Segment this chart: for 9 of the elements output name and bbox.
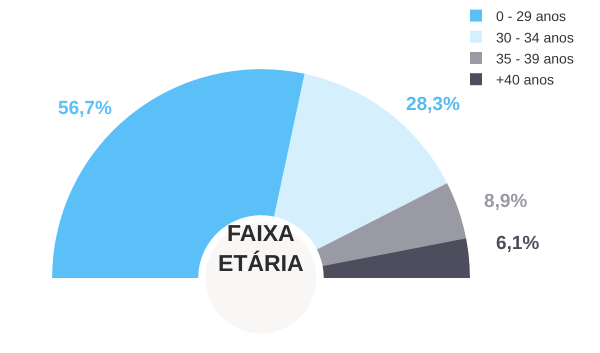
data-label: 8,9% — [484, 191, 528, 212]
legend-label: 30 - 34 anos — [496, 29, 574, 46]
legend-label: 0 - 29 anos — [496, 8, 566, 24]
text: FAIXA ETÁRIA — [218, 220, 304, 276]
legend-label: 35 - 39 anos — [496, 50, 574, 66]
data-label: 56,7% — [58, 98, 112, 119]
legend-label: +40 anos — [496, 72, 554, 88]
data-label: 28,3% — [406, 94, 460, 115]
data-label: 6,1% — [496, 233, 540, 254]
